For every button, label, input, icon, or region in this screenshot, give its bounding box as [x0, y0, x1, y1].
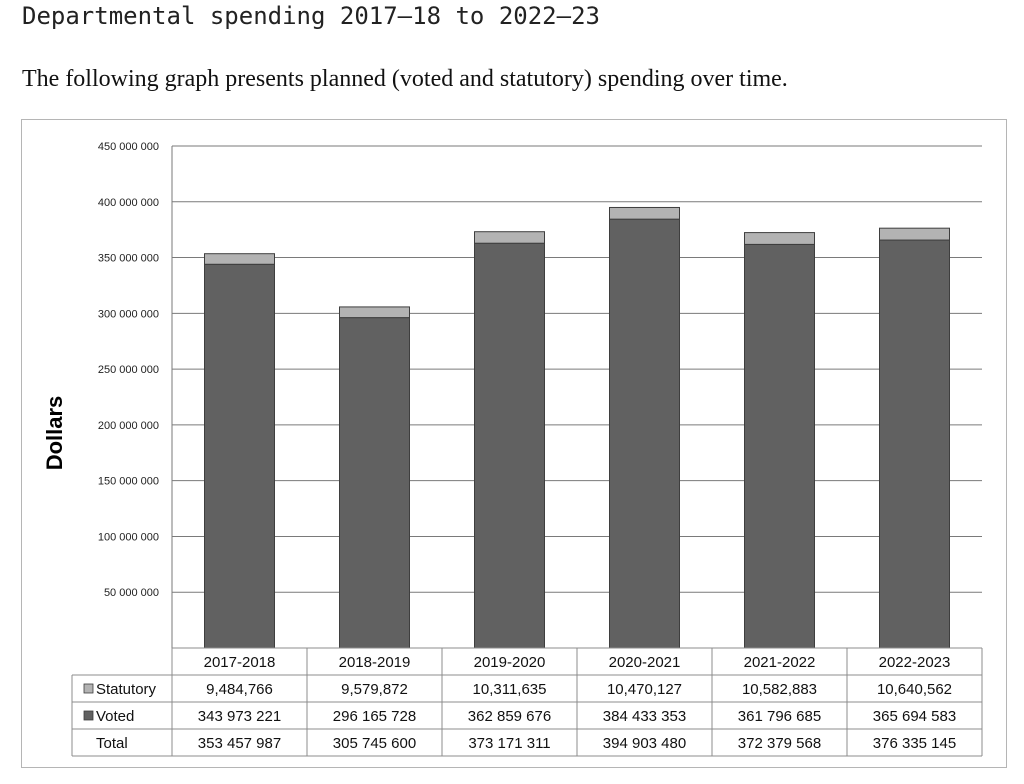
legend-swatch-statutory	[83, 683, 94, 694]
data-label-total: 373 171 311	[468, 735, 550, 752]
data-label-voted: 343 973 221	[198, 708, 281, 725]
data-label-voted: 384 433 353	[603, 708, 686, 725]
data-label-voted: 361 796 685	[738, 708, 821, 725]
data-label-voted: 365 694 583	[873, 708, 956, 725]
y-tick-label: 200 000 000	[98, 420, 159, 432]
x-tick-label: 2017-2018	[204, 654, 276, 671]
data-label-total: 394 903 480	[603, 735, 686, 752]
bar-voted-2017-2018	[204, 263, 275, 649]
bar-statutory-2020-2021	[609, 206, 680, 220]
bar-voted-2019-2020	[474, 242, 545, 649]
y-tick-label: 400 000 000	[98, 197, 159, 209]
page-heading: Departmental spending 2017–18 to 2022–23	[22, 2, 600, 30]
legend-label-voted: Voted	[96, 708, 134, 725]
y-tick-label: 100 000 000	[98, 531, 159, 543]
bar-voted-2022-2023	[879, 239, 950, 649]
x-tick-label: 2021-2022	[744, 654, 816, 671]
legend-swatch-voted	[83, 710, 94, 721]
legend-label-statutory: Statutory	[96, 681, 157, 698]
data-label-voted: 362 859 676	[468, 708, 551, 725]
bar-voted-2018-2019	[339, 317, 410, 649]
data-label-statutory: 10,582,883	[742, 681, 817, 698]
intro-text: The following graph presents planned (vo…	[22, 66, 788, 92]
data-label-total: 353 457 987	[198, 735, 281, 752]
bar-statutory-2021-2022	[744, 232, 815, 245]
chart-frame: 50 000 000 100 000 000 150 000 000 200 000 …	[21, 119, 1007, 768]
x-tick-label: 2018-2019	[339, 654, 411, 671]
bar-voted-2020-2021	[609, 218, 680, 649]
y-axis-label: Dollars	[42, 396, 67, 471]
legend-label-total: Total	[96, 735, 128, 752]
x-tick-label: 2019-2020	[474, 654, 546, 671]
bar-statutory-2017-2018	[204, 253, 275, 265]
data-label-statutory: 10,640,562	[877, 681, 952, 698]
y-tick-label: 450 000 000	[98, 141, 159, 153]
y-tick-label: 300 000 000	[98, 308, 159, 320]
y-tick-label: 50 000 000	[104, 587, 159, 599]
x-tick-label: 2022-2023	[879, 654, 951, 671]
x-tick-label: 2020-2021	[609, 654, 681, 671]
data-label-statutory: 9,579,872	[341, 681, 408, 698]
y-tick-label: 150 000 000	[98, 476, 159, 488]
data-label-total: 372 379 568	[738, 735, 821, 752]
bar-statutory-2022-2023	[879, 227, 950, 241]
bar-statutory-2019-2020	[474, 231, 545, 244]
data-label-statutory: 9,484,766	[206, 681, 273, 698]
y-tick-label: 250 000 000	[98, 364, 159, 376]
data-label-total: 376 335 145	[873, 735, 956, 752]
data-label-total: 305 745 600	[333, 735, 416, 752]
bar-voted-2021-2022	[744, 243, 815, 649]
data-label-statutory: 10,311,635	[473, 681, 547, 698]
data-label-voted: 296 165 728	[333, 708, 416, 725]
bar-statutory-2018-2019	[339, 306, 410, 319]
data-label-statutory: 10,470,127	[607, 681, 682, 698]
spending-chart: 50 000 000 100 000 000 150 000 000 200 000 …	[42, 141, 983, 757]
y-tick-label: 350 000 000	[98, 253, 159, 265]
